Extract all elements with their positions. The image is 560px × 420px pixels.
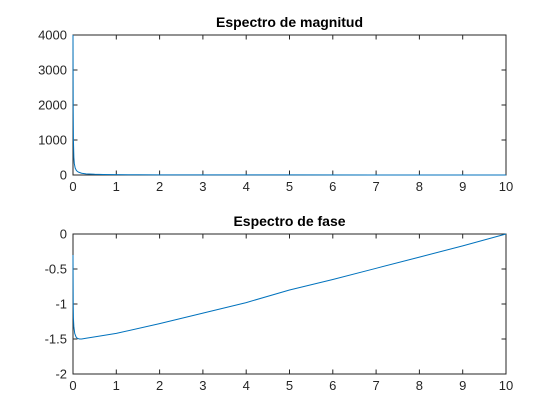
magnitude-subplot: Espectro de magnitud 0 1 2 3 4 5 6 7 8 9 10 0 1000 20… xyxy=(38,14,513,194)
phase-xtick-label: 9 xyxy=(459,378,466,393)
phase-ytick-label: -1.5 xyxy=(45,332,67,347)
phase-xtick-label: 4 xyxy=(243,378,250,393)
phase-ticks: 0 1 2 3 4 5 6 7 8 9 10 0 -0.5 -1 -1.5 -2 xyxy=(45,227,514,394)
magnitude-xtick-label: 0 xyxy=(69,179,76,194)
phase-ytick-label: 0 xyxy=(60,227,67,242)
phase-plot-area xyxy=(72,233,507,375)
magnitude-ytick-label: 3000 xyxy=(38,63,67,78)
magnitude-series-line xyxy=(72,34,507,176)
magnitude-ytick-label: 1000 xyxy=(38,133,67,148)
magnitude-xtick-label: 1 xyxy=(113,179,120,194)
magnitude-ytick-label: 4000 xyxy=(38,28,67,43)
magnitude-xtick-label: 8 xyxy=(416,179,423,194)
phase-xtick-label: 10 xyxy=(499,378,513,393)
magnitude-xtick-label: 9 xyxy=(459,179,466,194)
magnitude-ytick-label: 0 xyxy=(60,168,67,183)
phase-lines xyxy=(72,233,507,340)
phase-xtick-label: 5 xyxy=(286,378,293,393)
magnitude-ytick-label: 2000 xyxy=(38,98,67,113)
magnitude-xtick-label: 6 xyxy=(329,179,336,194)
phase-subplot: Espectro de fase 0 1 2 3 4 5 6 7 8 9 10 0 -0.5 -1 -1.5… xyxy=(45,213,514,393)
phase-xtick-label: 8 xyxy=(416,378,423,393)
phase-xtick-label: 6 xyxy=(329,378,336,393)
phase-xtick-label: 2 xyxy=(156,378,163,393)
magnitude-xtick-label: 10 xyxy=(499,179,513,194)
magnitude-xtick-label: 7 xyxy=(372,179,379,194)
phase-title: Espectro de fase xyxy=(233,213,345,229)
phase-xtick-label: 1 xyxy=(113,378,120,393)
phase-xtick-label: 7 xyxy=(372,378,379,393)
magnitude-lines xyxy=(72,34,507,176)
magnitude-xtick-label: 4 xyxy=(243,179,250,194)
magnitude-ticks: 0 1 2 3 4 5 6 7 8 9 10 0 1000 2000 3000 4000 xyxy=(38,28,513,195)
magnitude-xtick-label: 5 xyxy=(286,179,293,194)
phase-xtick-label: 0 xyxy=(69,378,76,393)
phase-series-line xyxy=(72,233,507,340)
magnitude-title: Espectro de magnitud xyxy=(216,14,363,30)
phase-xtick-label: 3 xyxy=(199,378,206,393)
phase-ytick-label: -0.5 xyxy=(45,262,67,277)
magnitude-plot-area xyxy=(72,34,507,176)
phase-ytick-label: -2 xyxy=(55,367,67,382)
magnitude-xtick-label: 2 xyxy=(156,179,163,194)
magnitude-xtick-label: 3 xyxy=(199,179,206,194)
phase-ytick-label: -1 xyxy=(55,297,67,312)
